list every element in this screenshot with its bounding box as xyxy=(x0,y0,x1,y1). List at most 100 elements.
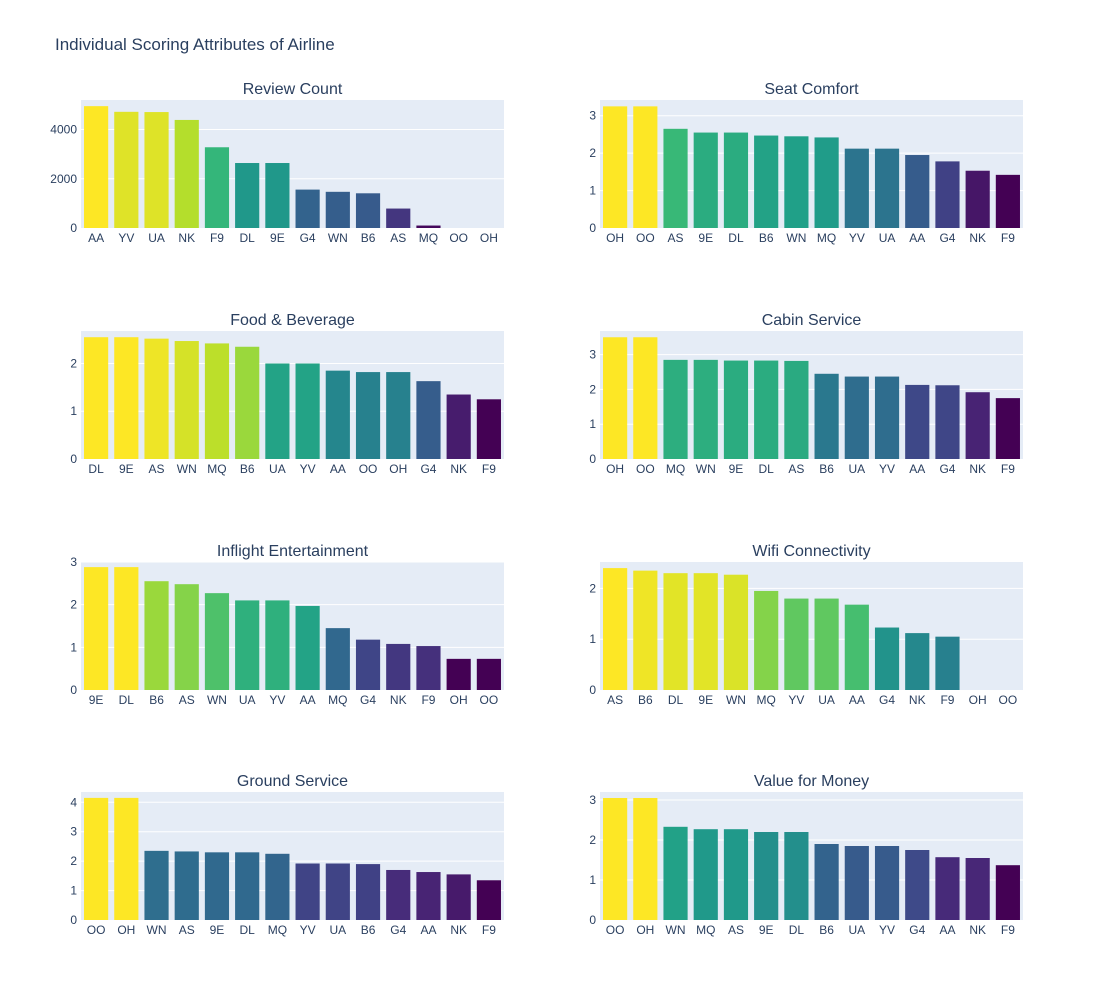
x-tick-label: UA xyxy=(148,231,165,245)
y-tick-label: 3 xyxy=(589,109,596,123)
bar-MQ xyxy=(663,359,688,459)
x-tick-label: F9 xyxy=(482,462,496,476)
x-tick-label: B6 xyxy=(819,462,834,476)
bar-B6 xyxy=(144,581,169,690)
x-tick-label: G4 xyxy=(909,923,925,937)
y-tick-label: 4 xyxy=(70,795,77,809)
x-tick-label: OH xyxy=(606,462,624,476)
x-tick-label: AA xyxy=(300,693,316,707)
bar-9E xyxy=(754,832,779,920)
x-tick-label: OH xyxy=(969,693,987,707)
bar-MQ xyxy=(814,137,839,228)
y-tick-label: 0 xyxy=(589,683,596,697)
x-tick-label: NK xyxy=(450,923,467,937)
x-tick-label: OO xyxy=(636,231,655,245)
y-tick-label: 0 xyxy=(589,452,596,466)
bar-OO xyxy=(603,798,628,920)
x-tick-label: WN xyxy=(177,462,197,476)
subplot-title: Cabin Service xyxy=(762,312,862,329)
bar-OH xyxy=(603,106,628,228)
x-tick-label: G4 xyxy=(939,231,955,245)
bar-G4 xyxy=(935,385,960,459)
bar-9E xyxy=(693,573,718,690)
bar-F9 xyxy=(995,174,1020,228)
x-tick-label: F9 xyxy=(210,231,224,245)
bar-OH xyxy=(633,798,658,920)
bar-AA xyxy=(84,106,109,228)
x-tick-label: DL xyxy=(759,462,775,476)
x-tick-label: NK xyxy=(450,462,467,476)
y-tick-label: 0 xyxy=(70,221,77,235)
y-tick-label: 1 xyxy=(589,632,596,646)
x-tick-label: F9 xyxy=(1001,923,1015,937)
x-tick-label: AA xyxy=(909,231,925,245)
bar-WN xyxy=(663,826,688,920)
y-tick-label: 0 xyxy=(70,683,77,697)
bar-B6 xyxy=(754,135,779,228)
x-tick-label: OH xyxy=(389,462,407,476)
x-tick-label: UA xyxy=(848,923,865,937)
x-tick-label: F9 xyxy=(940,693,954,707)
bar-YV xyxy=(844,148,869,228)
bar-F9 xyxy=(995,865,1020,920)
subplot-4: 0 1 2 3 Cabin Service OH OO MQ WN 9E DL AS B6 UA YV AA G… xyxy=(589,312,1023,476)
x-tick-label: OH xyxy=(480,231,498,245)
bar-AA xyxy=(295,605,320,690)
x-tick-label: G4 xyxy=(420,462,436,476)
bar-NK xyxy=(905,633,930,690)
bar-F9 xyxy=(476,399,501,459)
x-tick-label: WN xyxy=(726,693,746,707)
subplot-1: 0 2000 4000 Review Count AA YV UA NK F9 DL 9E G4 WN B… xyxy=(50,81,504,245)
x-tick-label: G4 xyxy=(300,231,316,245)
x-tick-label: YV xyxy=(879,462,895,476)
x-tick-label: UA xyxy=(269,462,286,476)
x-tick-label: WN xyxy=(696,462,716,476)
x-tick-label: YV xyxy=(788,693,804,707)
x-tick-label: MQ xyxy=(268,923,287,937)
bar-DL xyxy=(235,163,260,228)
x-tick-label: UA xyxy=(848,462,865,476)
subplot-title: Food & Beverage xyxy=(230,312,355,329)
x-tick-label: DL xyxy=(789,923,805,937)
x-tick-label: G4 xyxy=(360,693,376,707)
x-tick-label: OO xyxy=(480,693,499,707)
bar-9E xyxy=(693,132,718,228)
x-tick-label: AA xyxy=(849,693,865,707)
x-tick-label: NK xyxy=(969,462,986,476)
bar-G4 xyxy=(355,639,381,690)
x-tick-label: 9E xyxy=(698,693,713,707)
x-tick-label: UA xyxy=(329,923,346,937)
x-tick-label: YV xyxy=(269,693,285,707)
x-tick-label: DL xyxy=(88,462,104,476)
x-tick-label: MQ xyxy=(666,462,685,476)
subplot-title: Ground Service xyxy=(237,773,348,790)
x-tick-label: NK xyxy=(969,231,986,245)
bar-AS xyxy=(663,128,688,228)
bar-UA xyxy=(844,846,869,920)
subplot-3: 0 1 2 Food & Beverage DL 9E AS WN MQ B6 UA YV AA OO OH… xyxy=(70,312,504,476)
bar-MQ xyxy=(204,343,230,459)
x-tick-label: WN xyxy=(147,923,167,937)
x-tick-label: MQ xyxy=(696,923,715,937)
x-tick-label: OO xyxy=(87,923,106,937)
bar-B6 xyxy=(633,570,658,690)
x-tick-label: AS xyxy=(179,923,195,937)
x-tick-label: YV xyxy=(300,923,316,937)
subplot-6: 0 1 2 Wifi Connectivity AS B6 DL 9E WN MQ YV UA AA G4… xyxy=(589,543,1023,707)
x-tick-label: NK xyxy=(909,693,926,707)
bar-YV xyxy=(265,600,290,690)
x-tick-label: 9E xyxy=(210,923,225,937)
bar-B6 xyxy=(814,844,839,920)
bar-AS xyxy=(144,338,169,459)
x-tick-label: B6 xyxy=(819,923,834,937)
subplot-title: Value for Money xyxy=(754,773,869,790)
x-tick-label: G4 xyxy=(939,462,955,476)
y-tick-label: 1 xyxy=(70,640,77,654)
subplot-title: Inflight Entertainment xyxy=(217,543,369,560)
bar-OO xyxy=(84,797,109,920)
bar-MQ xyxy=(693,829,718,920)
bar-OH xyxy=(386,372,411,459)
x-tick-label: 9E xyxy=(89,693,104,707)
x-tick-label: OO xyxy=(999,693,1018,707)
